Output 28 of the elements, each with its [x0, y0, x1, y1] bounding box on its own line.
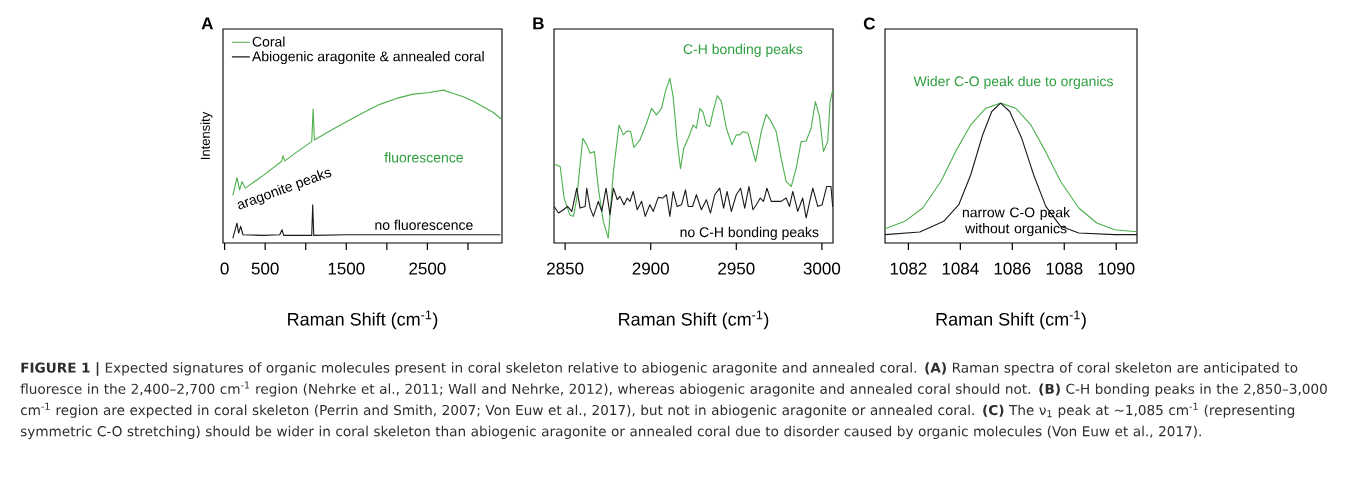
x-tick-label: 1082	[890, 262, 927, 275]
chart-title: B	[533, 17, 544, 30]
x-tick-label: 3000	[803, 262, 841, 275]
x-axis-title: Raman Shift (cm$^{-1}$)	[619, 310, 769, 330]
annotation: fluorescence	[384, 152, 463, 163]
chart-title: C	[863, 17, 876, 30]
x-tick-label: 1086	[994, 262, 1031, 275]
x-tick-label: 1500	[328, 262, 365, 275]
x-tick-label: 1084	[942, 262, 979, 275]
legend-label: Coral	[252, 36, 285, 47]
chart-title: A	[201, 17, 214, 30]
annotation: no C-H bonding peaks	[680, 226, 819, 240]
x-axis-title: Raman Shift (cm$^{-1}$)	[288, 310, 438, 330]
text: FIGURE 1 | Expected signatures of organic molecules present in coral skeleton relative to abiogenic aragonite and annealed coral. (A) Raman spectra of coral skeleton are anticipated to fluoresce in the 2,400–2,700 cm$^{-1}$ region (Nehrke et al., 2011; Wall and Nehrke, 2012), whereas abiogenic aragonite and annealed coral should not. (B) C-H bonding peaks in the 2,850–3,000 cm$^{-1}$ region are expected in coral skeleton (Perrin and Smith, 2007; Von Euw et al., 2017), but not in abiogenic aragonite or annealed coral. (C) The ν$_{1}$ peak at ∼1,085 cm$^{-1}$ (representing symmetric C-O stretching) should be wider in coral skeleton than abiogenic aragonite or annealed coral due to disorder caused by organic molecules (Von Euw et al., 2017).	[20, 362, 1327, 440]
x-tick-label: 500	[251, 262, 279, 275]
text: C-H bonding peaks	[683, 43, 803, 57]
x-tick-label: 1088	[1046, 262, 1083, 275]
x-tick-label: 2900	[632, 262, 669, 275]
x-tick-label: 2950	[718, 262, 755, 275]
x-tick-label: 0	[220, 262, 229, 275]
text: Wider C-O peak due to organics	[913, 75, 1113, 90]
x-tick-label: 1090	[1098, 262, 1135, 275]
x-tick-label: 2500	[409, 262, 446, 275]
x-axis-title: Raman Shift (cm$^{-1}$)	[936, 310, 1086, 330]
legend-label: Abiogenic aragonite & annealed coral	[251, 51, 484, 65]
x-tick-label: 2850	[547, 262, 584, 275]
y-axis-title: Intensity	[200, 111, 213, 159]
annotation: no fluorescence	[375, 219, 473, 230]
